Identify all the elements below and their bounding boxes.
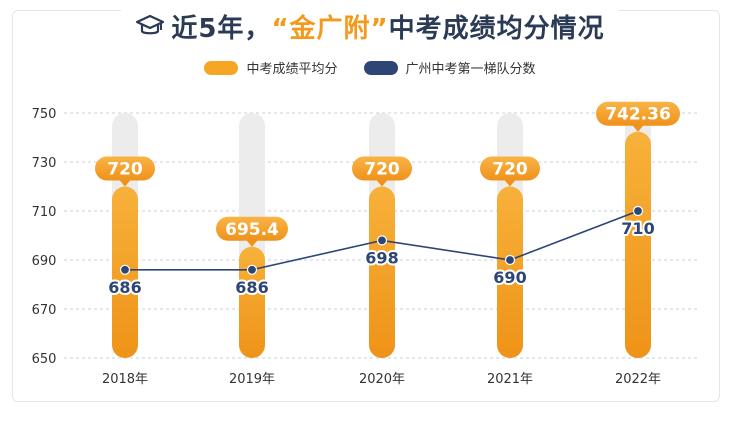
bar-label-pointer-0 xyxy=(119,179,131,187)
legend-swatch-tier1 xyxy=(363,60,398,75)
line-value-label-2: 698 xyxy=(365,248,398,267)
legend-swatch-average xyxy=(204,60,239,75)
bar-2 xyxy=(369,186,395,358)
line-value-label-1: 686 xyxy=(235,278,268,297)
bar-label-bubble-3 xyxy=(480,156,540,181)
bar-value-label-1: 695.4 xyxy=(225,220,279,240)
legend-item-average: 中考成绩平均分 xyxy=(204,58,338,77)
y-tick-label-5: 650 xyxy=(32,352,57,367)
y-tick-label-1: 730 xyxy=(32,156,57,171)
x-tick-label-3: 2021年 xyxy=(487,372,533,387)
bar-value-label-0: 720 xyxy=(107,160,143,180)
title-prefix: 近5年， xyxy=(171,13,272,44)
bar-label-pointer-3 xyxy=(504,179,516,187)
graduation-cap-icon xyxy=(136,14,165,35)
bar-label-bubble-4 xyxy=(596,101,680,126)
bar-4 xyxy=(625,131,651,358)
bar-label-bubble-0 xyxy=(95,156,155,181)
title-suffix: 中考成绩均分情况 xyxy=(388,13,605,44)
line-point-4 xyxy=(632,205,644,217)
y-tick-label-3: 690 xyxy=(32,254,57,269)
line-point-2 xyxy=(376,235,388,246)
title-pill: 近5年，“金广附”中考成绩均分情况 xyxy=(121,6,619,46)
bar-label-bubble-2 xyxy=(352,156,412,181)
line-point-3 xyxy=(504,254,516,266)
y-tick-label-2: 710 xyxy=(32,205,57,220)
line-value-label-4: 710 xyxy=(621,219,654,238)
line-value-label-0: 686 xyxy=(108,278,141,297)
x-tick-label-1: 2019年 xyxy=(229,372,275,387)
line-point-0 xyxy=(119,264,131,275)
y-tick-label-0: 750 xyxy=(32,107,57,122)
bar-value-label-3: 720 xyxy=(492,160,528,180)
page-title: 近5年，“金广附”中考成绩均分情况 xyxy=(171,8,604,45)
line-value-label-3: 690 xyxy=(493,268,526,287)
legend: 中考成绩平均分 广州中考第一梯队分数 xyxy=(0,58,740,77)
legend-item-tier1: 广州中考第一梯队分数 xyxy=(363,58,536,77)
x-tick-label-2: 2020年 xyxy=(359,372,405,387)
bar-value-label-4: 742.36 xyxy=(605,105,671,125)
line-point-1 xyxy=(246,264,258,275)
y-tick-label-4: 670 xyxy=(32,303,57,318)
bar-label-bubble-1 xyxy=(216,216,288,241)
bar-1 xyxy=(239,246,265,358)
x-tick-label-4: 2022年 xyxy=(615,372,661,387)
legend-label-average: 中考成绩平均分 xyxy=(246,62,338,77)
title-highlight: “金广附” xyxy=(271,13,389,44)
title-bar: 近5年，“金广附”中考成绩均分情况 xyxy=(0,6,740,46)
legend-label-tier1: 广州中考第一梯队分数 xyxy=(405,62,536,77)
bar-label-pointer-4 xyxy=(632,124,644,132)
bar-3 xyxy=(497,186,523,358)
bar-label-pointer-1 xyxy=(246,239,258,247)
bar-value-label-2: 720 xyxy=(364,160,400,180)
x-tick-label-0: 2018年 xyxy=(102,372,148,387)
bar-label-pointer-2 xyxy=(376,179,388,187)
